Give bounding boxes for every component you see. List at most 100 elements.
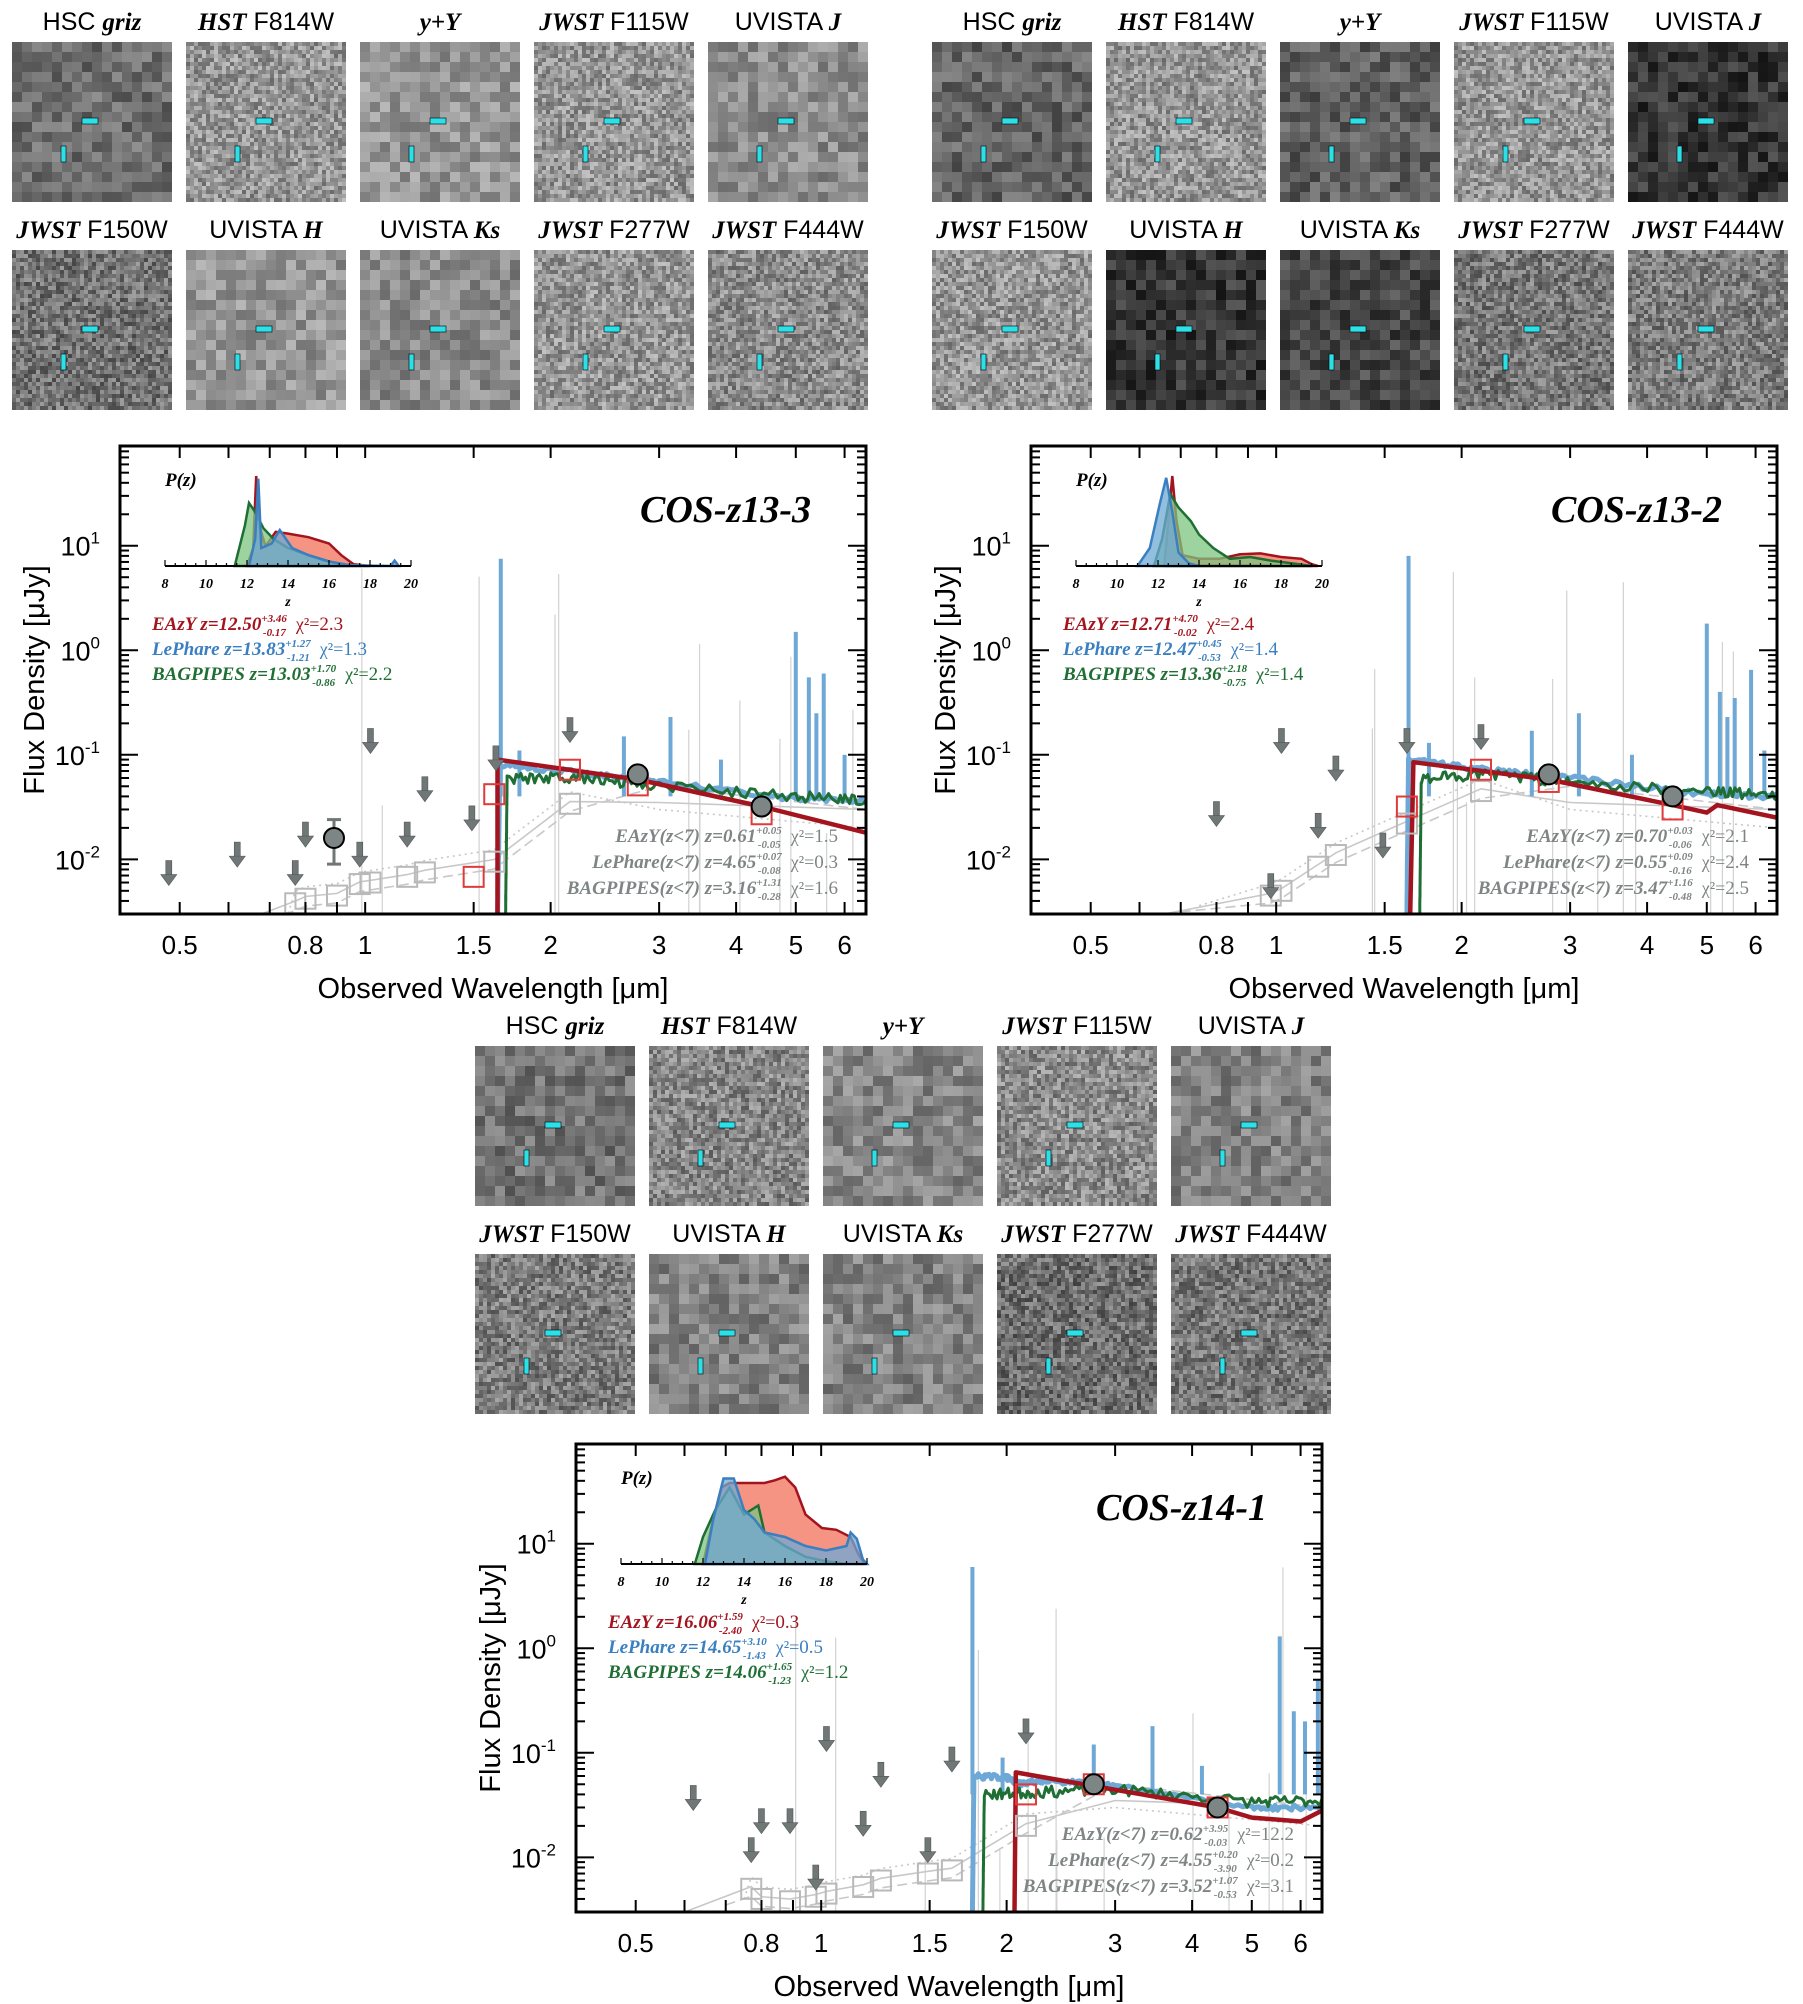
cutout-label: UVISTA J <box>1151 1012 1351 1041</box>
upper-limit-arrow <box>1374 832 1392 859</box>
cutout-label: HSC griz <box>0 8 192 37</box>
cutout-image <box>186 42 346 202</box>
y-axis-label: Flux Density [μJy] <box>19 565 51 794</box>
pz-tick-label: 12 <box>696 1575 710 1590</box>
cutout-label: UVISTA H <box>166 216 366 245</box>
cutout-label: JWST F444W <box>1608 216 1803 245</box>
cutout-image <box>12 250 172 410</box>
pz-tick-label: 8 <box>1073 577 1080 592</box>
crosshair-horizontal <box>1349 117 1367 125</box>
pz-label: P(z) <box>1075 470 1108 491</box>
upper-limit-arrow <box>416 776 434 803</box>
legend-highz-entry: BAGPIPES z=13.03+1.70 -0.86 χ²=2.2 <box>151 663 392 689</box>
crosshair-vertical <box>1328 145 1335 163</box>
crosshair-vertical <box>582 145 589 163</box>
highz-model-photometry <box>483 783 506 806</box>
cutout-label: y+Y <box>803 1012 1003 1041</box>
plot-area <box>1160 555 1777 914</box>
upper-limit-arrow <box>1207 801 1226 828</box>
lowz-model-photometry <box>483 850 506 873</box>
crosshair-horizontal <box>1349 325 1367 333</box>
cutout-image <box>534 250 694 410</box>
pz-tick-label: 20 <box>1314 577 1329 592</box>
cutout-image <box>360 42 520 202</box>
cutout-label: JWST F277W <box>977 1220 1177 1249</box>
cutout-label: HST F814W <box>1086 8 1286 37</box>
crosshair-horizontal <box>429 325 447 333</box>
crosshair-horizontal <box>1001 325 1019 333</box>
upper-limit-arrow <box>742 1837 760 1864</box>
bagpipes-sed <box>981 1782 1322 1912</box>
upper-limit-arrow <box>398 821 416 848</box>
lowz-sed <box>259 800 866 914</box>
cutout-image <box>823 1254 983 1414</box>
cutout-image <box>932 42 1092 202</box>
legend-highz-entry: EAzY z=12.71+4.70 -0.02 χ²=2.4 <box>1062 613 1255 639</box>
crosshair-horizontal <box>718 1121 736 1129</box>
cutout-label: HST F814W <box>629 1012 829 1041</box>
crosshair-vertical <box>523 1357 530 1375</box>
y-tick-label: 10-1 <box>966 738 1011 771</box>
x-tick-label: 5 <box>789 930 803 960</box>
crosshair-horizontal <box>255 325 273 333</box>
x-tick-label: 3 <box>652 930 666 960</box>
pz-tick-label: 12 <box>1151 577 1165 592</box>
pz-tick-label: 10 <box>655 1575 669 1590</box>
crosshair-vertical <box>1676 353 1683 371</box>
y-tick-label: 100 <box>971 633 1011 666</box>
cutout-label: JWST F115W <box>977 1012 1177 1041</box>
plot-area <box>160 558 866 914</box>
cutout-image <box>1454 250 1614 410</box>
crosshair-vertical <box>1219 1357 1226 1375</box>
cutout-image <box>1628 250 1788 410</box>
upper-limit-arrow <box>463 805 481 832</box>
cutout-label: UVISTA J <box>1608 8 1803 37</box>
upper-limit-arrow <box>1262 873 1280 900</box>
cutout-label: JWST F150W <box>912 216 1112 245</box>
pz-lephare <box>703 1477 870 1566</box>
legend-highz-entry: EAzY z=12.50+3.46 -0.17 χ²=2.3 <box>151 613 343 639</box>
pz-xlabel: z <box>1195 595 1202 610</box>
crosshair-vertical <box>1502 353 1509 371</box>
object-title: COS-z13-3 <box>640 489 811 531</box>
lowz-sed <box>1198 778 1777 907</box>
crosshair-vertical <box>60 145 67 163</box>
upper-limit-arrow <box>160 860 178 887</box>
x-tick-label: 3 <box>1563 930 1577 960</box>
x-tick-label: 2 <box>543 930 557 960</box>
crosshair-vertical <box>980 353 987 371</box>
cutout-label: JWST F444W <box>688 216 888 245</box>
crosshair-horizontal <box>603 117 621 125</box>
legend-lowz-entry: EAzY(z<7) z=0.62+3.95 -0.03 χ²=12.2 <box>1061 1823 1294 1849</box>
upper-limit-arrow <box>1272 728 1291 754</box>
pz-lephare <box>247 478 402 568</box>
lowz-model-photometry <box>916 1862 939 1885</box>
lowz-model-photometry <box>1469 780 1492 803</box>
x-axis-label: Observed Wavelength [μm] <box>1229 973 1580 1005</box>
crosshair-vertical <box>1502 145 1509 163</box>
lowz-model-photometry <box>1014 1814 1037 1837</box>
lowz-model-photometry <box>1324 844 1347 867</box>
x-tick-label: 6 <box>1293 1928 1307 1958</box>
cutout-label: JWST F150W <box>455 1220 655 1249</box>
upper-limit-arrow <box>351 841 369 868</box>
lowz-model-photometry <box>359 871 382 894</box>
x-tick-label: 1 <box>358 930 372 960</box>
sed-panel-cos-z14-1: 0.5 0.8 1 1.5 2 3 4 5 6 101 100 10-1 10-2 Observed Wa… <box>475 1442 1324 2003</box>
crosshair-vertical <box>1328 353 1335 371</box>
x-tick-label: 5 <box>1245 1928 1259 1958</box>
detection-point <box>1082 1773 1105 1796</box>
pz-tick-label: 16 <box>1233 577 1247 592</box>
cutout-label: UVISTA Ks <box>1260 216 1460 245</box>
cutout-label: UVISTA Ks <box>340 216 540 245</box>
crosshair-vertical <box>756 145 763 163</box>
lephare-sed <box>969 1771 1322 1912</box>
y-axis-label: Flux Density [μJy] <box>475 1563 507 1792</box>
lowz-model-photometry <box>396 865 419 888</box>
x-tick-label: 1.5 <box>456 930 492 960</box>
upper-limit-arrow <box>919 1837 937 1864</box>
cutout-image <box>12 42 172 202</box>
cutout-image <box>1106 250 1266 410</box>
crosshair-horizontal <box>1066 1329 1084 1337</box>
upper-limit-arrow <box>1472 724 1490 751</box>
